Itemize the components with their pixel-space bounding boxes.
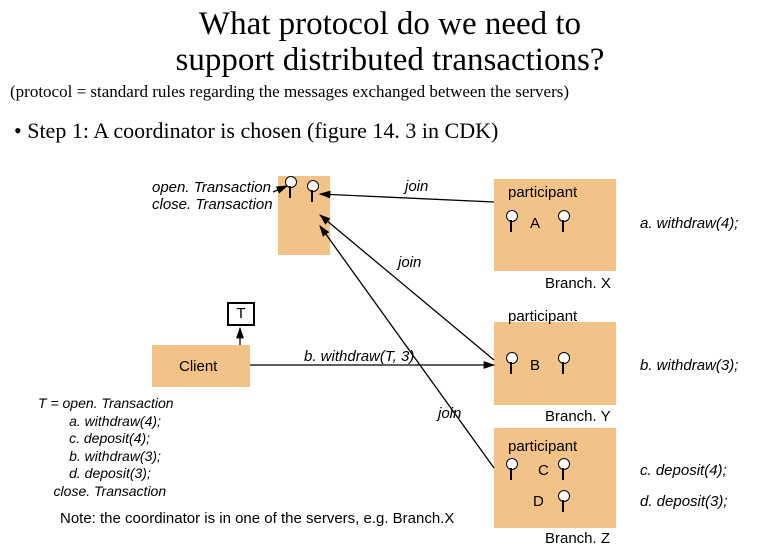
branchx-obj-right [555,210,571,232]
join-label-3: join [438,405,461,422]
a-label: A [530,215,540,232]
c-label: C [538,462,549,479]
branchy-obj-right [555,352,571,374]
bwithdraw-msg: b. withdraw(T, 3) [304,348,414,365]
branchy-obj-b [503,352,519,374]
participant-3: participant [508,438,577,455]
join-label-1: join [405,178,428,195]
client-label: Client [179,358,217,375]
branchx-label: Branch. X [545,275,611,292]
awithdraw-label: a. withdraw(4); [640,215,738,232]
d-label: D [533,493,544,510]
branchz-obj-left-1 [503,458,519,480]
participant-1: participant [508,184,577,201]
join-label-2: join [398,254,421,271]
title-line1: What protocol do we need to [199,6,581,42]
coord-obj-1 [282,176,298,198]
title-line2: support distributed transactions? [176,42,605,78]
transaction-t-box: T [227,302,255,326]
branchy-label: Branch. Y [545,408,611,425]
branchz-label: Branch. Z [545,530,610,547]
branchz-obj-c [555,458,571,480]
subtitle: (protocol = standard rules regarding the… [10,82,569,102]
close-trans-label: close. Transaction [152,196,273,213]
ddeposit-label: d. deposit(3); [640,493,728,510]
step-text: • Step 1: A coordinator is chosen (figur… [14,118,498,144]
transaction-code: T = open. Transaction a. withdraw(4); c.… [38,395,174,500]
bwithdraw-label: b. withdraw(3); [640,357,738,374]
branchx-obj-a [503,210,519,232]
b-label: B [530,357,540,374]
footer-note: Note: the coordinator is in one of the s… [60,510,454,527]
cdeposit-label: c. deposit(4); [640,462,727,479]
t-label: T [236,305,245,322]
participant-2: participant [508,308,577,325]
open-trans-label: open. Transaction [152,179,271,196]
coord-obj-2 [304,180,320,202]
branchz-obj-d [555,490,571,512]
